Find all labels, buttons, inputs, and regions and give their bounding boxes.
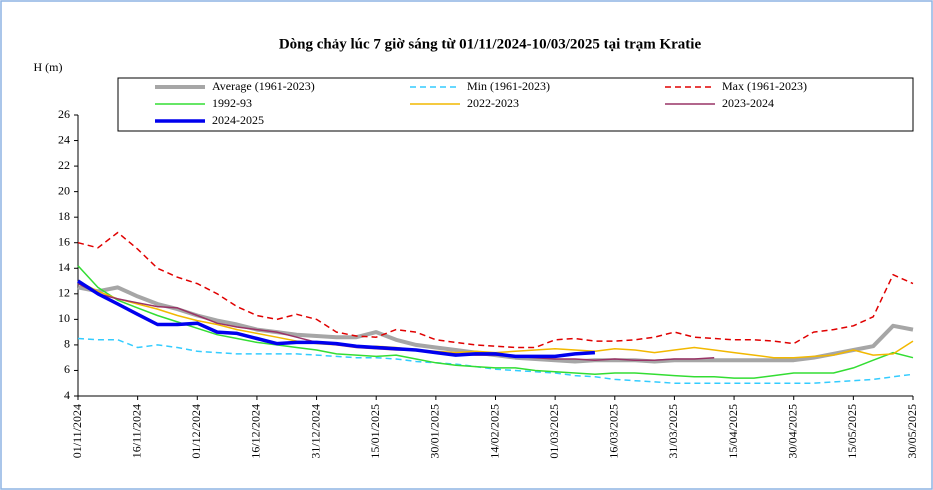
y-axis-label: H (m) <box>34 60 63 74</box>
x-tick-label: 30/01/2025 <box>428 404 442 459</box>
x-tick-label: 15/05/2025 <box>845 404 859 459</box>
x-tick-label: 01/03/2025 <box>547 404 561 459</box>
x-tick-label: 16/12/2024 <box>249 404 263 459</box>
y-tick-label: 18 <box>58 209 70 223</box>
legend <box>117 77 914 132</box>
y-tick-label: 22 <box>58 158 70 172</box>
legend-label: 2024-2025 <box>212 113 264 127</box>
y-tick-label: 10 <box>58 311 70 325</box>
y-tick-label: 14 <box>58 260 70 274</box>
y-tick-label: 24 <box>58 132 70 146</box>
x-tick-label: 01/11/2024 <box>70 404 84 458</box>
chart-title: Dòng chảy lúc 7 giờ sáng từ 01/11/2024-1… <box>279 36 702 52</box>
x-tick-label: 14/02/2025 <box>487 404 501 459</box>
series-line <box>77 337 914 384</box>
y-tick-label: 6 <box>64 362 70 376</box>
y-tick-label: 26 <box>58 107 70 121</box>
legend-label: Max (1961-2023) <box>722 79 807 93</box>
x-tick-label: 15/04/2025 <box>726 404 740 459</box>
x-tick-label: 16/11/2024 <box>129 404 143 458</box>
y-tick-label: 8 <box>64 337 70 351</box>
legend-label: 2022-2023 <box>467 96 519 110</box>
legend-label: Average (1961-2023) <box>212 79 315 93</box>
x-tick-label: 31/03/2025 <box>666 404 680 459</box>
x-tick-label: 30/04/2025 <box>785 404 799 459</box>
series-line <box>77 279 596 359</box>
y-tick-label: 4 <box>64 388 70 402</box>
y-tick-label: 12 <box>58 286 70 300</box>
x-tick-label: 31/12/2024 <box>308 404 322 459</box>
series-line <box>77 265 914 379</box>
legend-label: 1992-93 <box>212 96 252 110</box>
x-tick-label: 16/03/2025 <box>607 404 621 459</box>
legend-label: 2023-2024 <box>722 96 774 110</box>
y-tick-label: 20 <box>58 183 70 197</box>
series-line <box>77 231 914 349</box>
x-tick-label: 30/05/2025 <box>905 404 919 459</box>
y-tick-label: 16 <box>58 234 70 248</box>
x-tick-label: 01/12/2024 <box>189 404 203 459</box>
legend-label: Min (1961-2023) <box>467 79 550 93</box>
x-tick-label: 15/01/2025 <box>368 404 382 459</box>
